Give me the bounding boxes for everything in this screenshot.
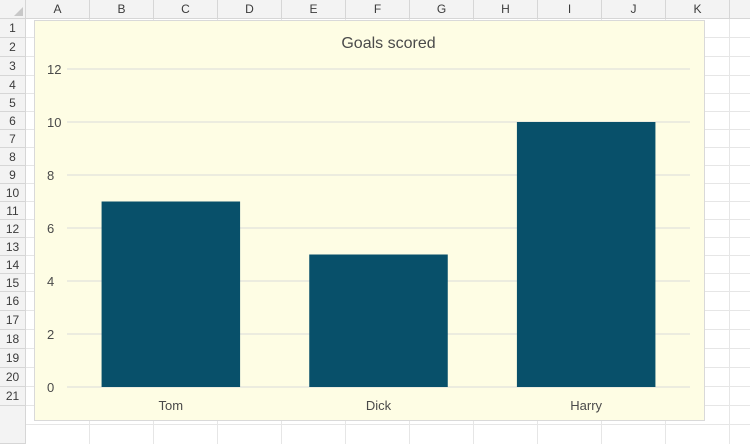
row-header-14[interactable]: 14 <box>0 256 26 274</box>
row-header-3[interactable]: 3 <box>0 57 26 76</box>
column-header-j[interactable]: J <box>602 0 666 19</box>
x-category-label: Harry <box>570 398 602 413</box>
column-header-c[interactable]: C <box>154 0 218 19</box>
row-header-21[interactable]: 21 <box>0 387 26 406</box>
bar-harry <box>516 122 656 387</box>
row-header-16[interactable]: 16 <box>0 292 26 311</box>
select-all-triangle-icon <box>14 7 23 16</box>
column-header-d[interactable]: D <box>218 0 282 19</box>
column-header-k[interactable]: K <box>666 0 730 19</box>
row-header-9[interactable]: 9 <box>0 166 26 184</box>
y-tick-label: 12 <box>47 62 61 77</box>
column-header-g[interactable]: G <box>410 0 474 19</box>
chart-title: Goals scored <box>341 35 435 52</box>
column-header-e[interactable]: E <box>282 0 346 19</box>
column-header-b[interactable]: B <box>90 0 154 19</box>
column-gridline <box>729 19 730 444</box>
row-header-12[interactable]: 12 <box>0 220 26 238</box>
bar-dick <box>309 254 448 387</box>
row-header-6[interactable]: 6 <box>0 112 26 130</box>
row-header-10[interactable]: 10 <box>0 184 26 202</box>
y-tick-label: 8 <box>47 168 54 183</box>
column-header-overflow[interactable] <box>730 0 750 19</box>
chart-area[interactable]: Goals scored 0 2 4 6 8 10 12 Tom Dick Harry <box>34 20 705 421</box>
row-gridline <box>26 424 750 425</box>
y-tick-label: 0 <box>47 380 54 395</box>
column-header-i[interactable]: I <box>538 0 602 19</box>
y-tick-label: 10 <box>47 115 61 130</box>
row-header-1[interactable]: 1 <box>0 19 26 38</box>
row-header-5[interactable]: 5 <box>0 94 26 112</box>
bar-chart: Goals scored 0 2 4 6 8 10 12 Tom Dick Harry <box>47 35 690 413</box>
row-header-17[interactable]: 17 <box>0 311 26 330</box>
column-header-f[interactable]: F <box>346 0 410 19</box>
y-tick-label: 2 <box>47 327 54 342</box>
y-tick-label: 6 <box>47 221 54 236</box>
row-header-4[interactable]: 4 <box>0 76 26 94</box>
column-header-h[interactable]: H <box>474 0 538 19</box>
row-header-8[interactable]: 8 <box>0 148 26 166</box>
row-header-2[interactable]: 2 <box>0 38 26 57</box>
row-header-19[interactable]: 19 <box>0 349 26 368</box>
row-header-15[interactable]: 15 <box>0 274 26 292</box>
row-header-18[interactable]: 18 <box>0 330 26 349</box>
y-tick-label: 4 <box>47 274 54 289</box>
x-category-label: Dick <box>366 398 392 413</box>
row-header-20[interactable]: 20 <box>0 368 26 387</box>
x-category-label: Tom <box>159 398 184 413</box>
select-all-corner[interactable] <box>0 0 26 19</box>
column-header-a[interactable]: A <box>26 0 90 19</box>
row-header-13[interactable]: 13 <box>0 238 26 256</box>
row-header-11[interactable]: 11 <box>0 202 26 220</box>
row-header-7[interactable]: 7 <box>0 130 26 148</box>
row-header-overflow[interactable] <box>0 406 26 444</box>
bar-tom <box>101 201 241 387</box>
